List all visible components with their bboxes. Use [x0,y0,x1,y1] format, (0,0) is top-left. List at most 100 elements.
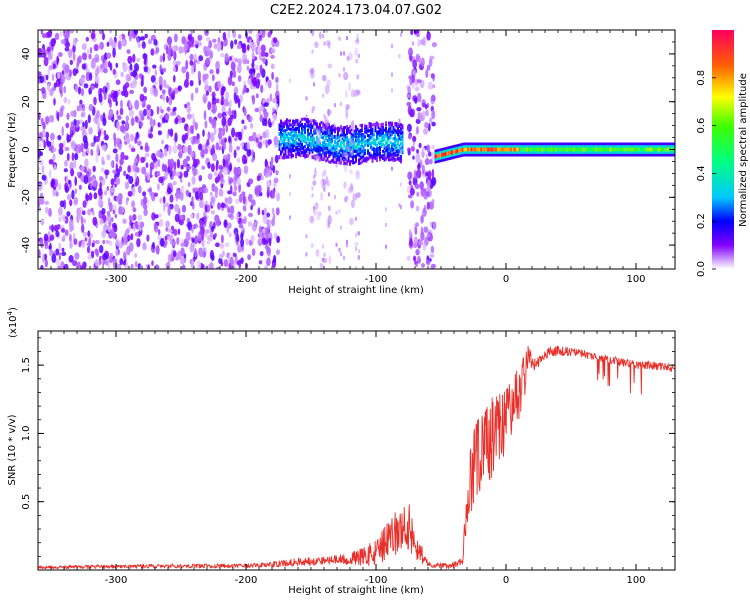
heatmap-cell [376,147,378,151]
heatmap-cell [331,159,333,163]
heatmap-cell [301,139,303,143]
heatmap-cell [317,125,320,129]
heatmap-cell [180,185,185,191]
heatmap-cell [286,155,288,159]
heatmap-cell [41,87,46,94]
heatmap-cell [397,139,399,143]
heatmap-cell [520,147,522,152]
heatmap-cell [301,146,303,150]
heatmap-cell [302,153,305,157]
heatmap-cell [374,152,377,156]
heatmap-cell [377,150,380,153]
heatmap-cell [78,241,82,248]
heatmap-cell [353,130,356,134]
heatmap-cell [388,144,390,148]
heatmap-cell [260,175,264,181]
heatmap-cell [280,136,282,139]
heatmap-cell [307,134,309,138]
heatmap-cell [171,111,177,116]
heatmap-cell [394,153,396,157]
heatmap-cell [67,98,71,105]
heatmap-cell [269,122,272,128]
heatmap-cell [317,157,321,163]
heatmap-cell [269,93,273,102]
heatmap-cell [107,261,111,269]
heatmap-cell [52,153,56,162]
heatmap-cell [281,155,284,159]
heatmap-cell [484,147,486,152]
heatmap-cell [199,191,204,201]
heatmap-cell [328,130,330,135]
heatmap-cell [173,228,178,236]
heatmap-cell [188,192,192,198]
heatmap-cell [197,34,203,41]
heatmap-cell [383,146,386,150]
heatmap-cell [350,89,355,98]
heatmap-cell [521,147,523,152]
heatmap-cell [323,123,326,127]
heatmap-cell [205,57,211,65]
heatmap-cell [343,67,345,72]
heatmap-cell [310,128,312,132]
heatmap-cell [385,133,387,137]
heatmap-cell [347,157,350,161]
heatmap-cell [175,60,181,66]
heatmap-cell [93,44,99,52]
heatmap-cell [114,183,117,188]
heatmap-cell [101,229,107,239]
heatmap-cell [346,243,348,248]
heatmap-cell [408,75,413,80]
heatmap-cell [193,223,199,229]
heatmap-cell [374,122,377,126]
heatmap-cell [224,242,230,248]
heatmap-cell [325,119,330,127]
heatmap-cell [211,144,215,152]
heatmap-cell [350,136,353,140]
heatmap-cell [355,154,357,158]
heatmap-cell [349,153,351,157]
heatmap-cell [137,221,141,226]
heatmap-cell [335,143,338,147]
heatmap-cell [344,138,347,142]
heatmap-cell [463,147,465,152]
heatmap-cell [549,147,551,152]
heatmap-cell [355,135,357,139]
heatmap-cell [398,125,401,128]
heatmap-cell [358,147,360,151]
heatmap-cell [275,103,279,111]
heatmap-cell [220,53,225,58]
heatmap-cell [426,144,431,153]
heatmap-cell [319,31,322,40]
heatmap-cell [281,141,284,145]
heatmap-cell [257,141,263,149]
heatmap-cell [374,124,377,127]
heatmap-cell [189,80,194,87]
heatmap-cell [329,131,332,135]
heatmap-cell [284,147,287,151]
heatmap-cell [317,147,320,151]
heatmap-cell [429,158,433,165]
heatmap-cell [283,144,285,148]
heatmap-cell [349,148,354,157]
heatmap-cell [166,133,170,139]
heatmap-cell [314,131,317,135]
heatmap-cell [186,105,192,114]
heatmap-cell [227,196,233,205]
heatmap-cell [412,141,416,146]
heatmap-cell [411,81,415,90]
heatmap-cell [334,130,336,134]
heatmap-cell [398,134,401,138]
heatmap-cell [42,121,46,130]
heatmap-cell [334,135,336,138]
heatmap-cell [452,150,454,155]
heatmap-cell [40,218,45,226]
heatmap-cell [415,248,420,256]
heatmap-cell [644,147,646,152]
heatmap-cell [275,83,279,92]
heatmap-cell [555,147,557,152]
heatmap-cell [338,247,341,252]
heatmap-cell [90,59,96,70]
heatmap-cell [49,234,55,241]
heatmap-cell [418,142,422,149]
heatmap-cell [349,160,351,164]
